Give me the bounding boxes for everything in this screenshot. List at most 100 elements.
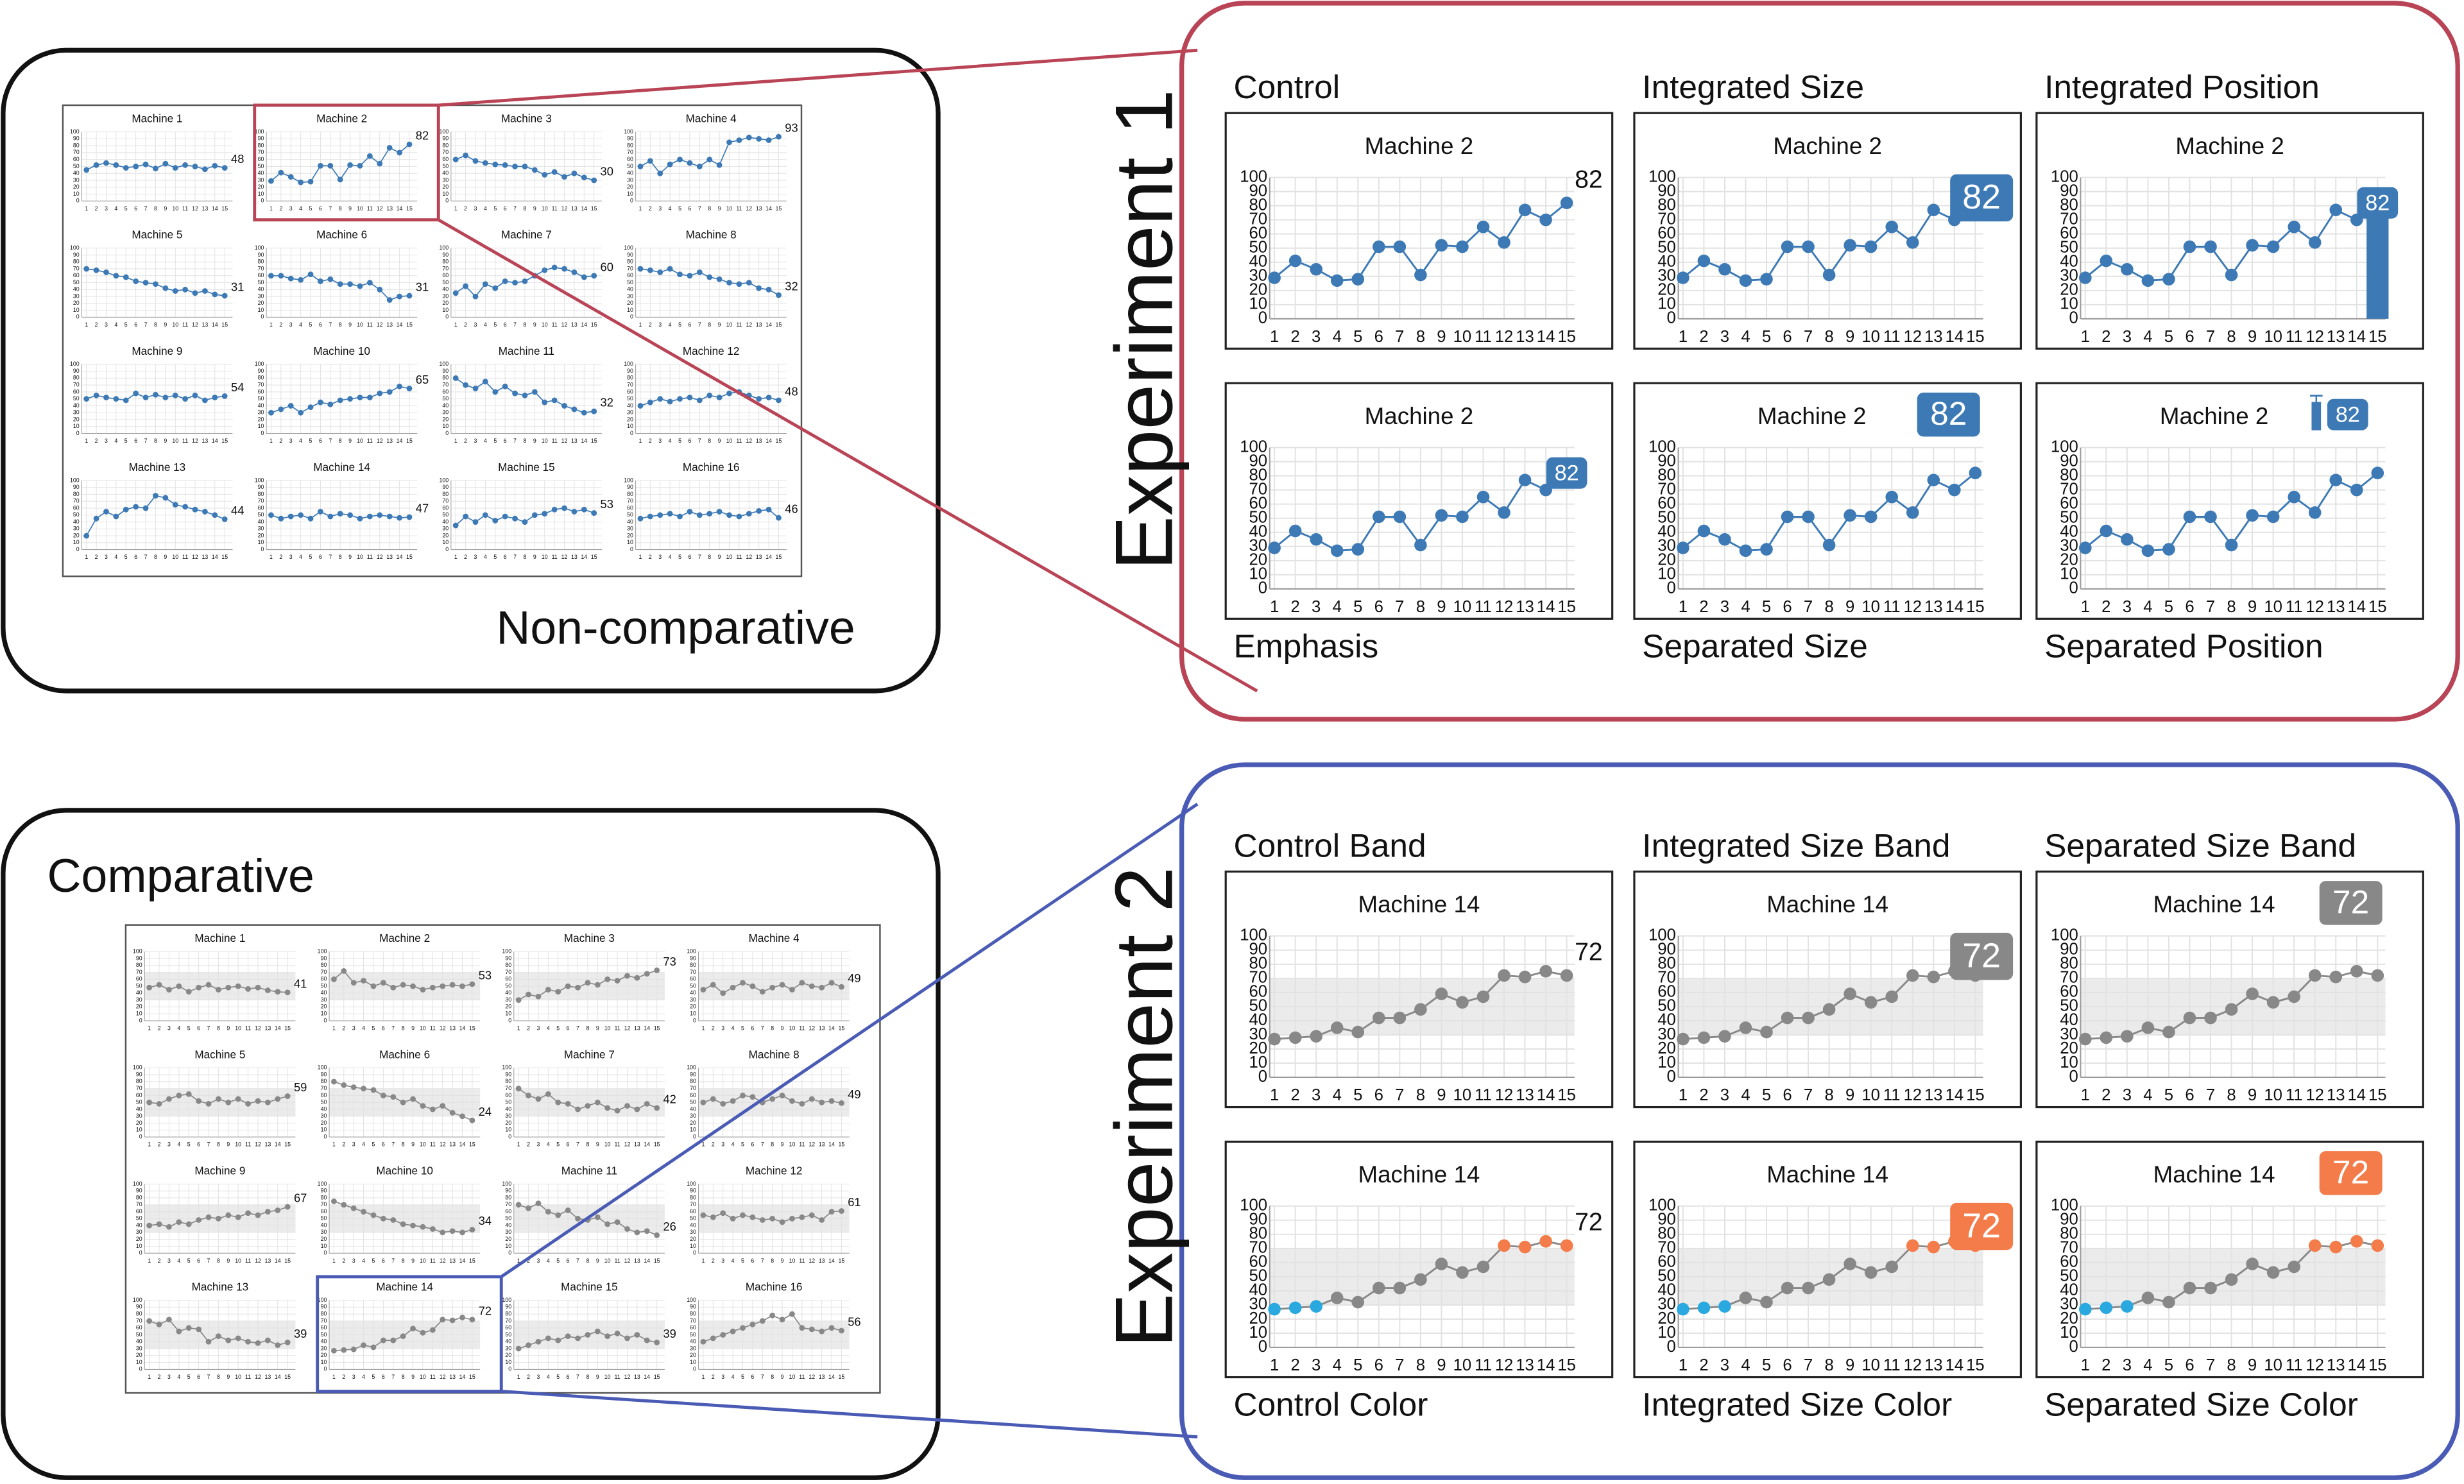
y-tick-label: 90 [1657,941,1676,959]
y-tick-label: 0 [323,1017,327,1023]
x-tick-label: 9 [348,205,352,212]
data-point [235,1214,241,1220]
y-tick-label: 100 [70,244,80,251]
y-tick-label: 90 [627,252,633,258]
x-tick-label: 12 [192,205,198,212]
data-point [637,266,644,272]
y-tick-label: 20 [73,300,80,306]
x-tick-label: 5 [741,1374,744,1380]
x-tick-label: 9 [1437,598,1446,616]
data-point [581,409,587,416]
x-tick-label: 4 [547,1025,550,1032]
x-tick-label: 5 [372,1374,375,1380]
x-tick-label: 4 [669,205,672,212]
x-tick-label: 15 [654,1374,660,1380]
data-point [1739,1021,1752,1034]
y-tick-label: 80 [73,142,80,148]
data-point [482,512,488,518]
x-tick-label: 3 [167,1258,171,1264]
y-tick-label: 70 [73,381,80,388]
data-point [93,515,99,522]
data-point [307,515,314,522]
x-tick-label: 15 [839,1025,845,1032]
data-point [706,157,713,163]
data-point [2266,996,2280,1009]
data-point [182,286,189,293]
y-tick-label: 80 [321,1194,327,1200]
x-tick-label: 1 [517,1141,520,1148]
y-tick-label: 30 [442,293,449,299]
data-point [1373,240,1385,253]
x-tick-label: 14 [644,1025,650,1032]
y-tick-label: 60 [2060,1253,2078,1271]
data-point [819,1217,825,1223]
x-tick-label: 15 [591,321,597,328]
y-tick-label: 50 [258,279,264,286]
x-tick-label: 1 [332,1374,336,1380]
chart-title: Machine 9 [194,1164,245,1177]
x-tick-label: 12 [561,321,568,328]
chart-title: Machine 14 [313,461,370,473]
data-point [657,512,663,518]
y-tick-label: 20 [505,1120,511,1126]
x-tick-label: 8 [2227,598,2236,616]
data-point [83,396,90,402]
data-point [113,273,119,279]
y-tick-label: 80 [627,259,633,265]
data-point [2350,965,2363,978]
data-point [268,512,274,518]
condition-label: Integrated Size Color [1642,1386,1952,1423]
y-tick-label: 10 [1657,565,1676,583]
x-tick-label: 4 [732,1141,735,1148]
data-point [341,1347,347,1353]
data-point [522,519,528,525]
value-label: 82 [2365,191,2390,216]
x-tick-label: 15 [406,205,413,212]
y-tick-label: 70 [1249,969,1268,987]
data-point [551,169,558,175]
data-point [361,1209,366,1215]
data-point [275,1342,281,1349]
data-point [162,160,169,167]
x-tick-label: 12 [1495,1086,1514,1104]
data-point [347,162,354,168]
y-tick-label: 20 [258,300,264,306]
data-point [370,1344,377,1351]
x-tick-label: 13 [571,438,578,444]
data-point [551,264,558,271]
y-tick-label: 80 [505,1194,511,1200]
y-tick-label: 50 [2060,239,2078,257]
y-tick-label: 40 [2060,523,2078,541]
x-tick-label: 4 [114,205,117,212]
y-tick-label: 90 [627,368,633,374]
data-point [575,1106,581,1113]
data-point [202,166,208,173]
data-point [730,984,736,991]
y-tick-label: 90 [2060,1211,2078,1229]
x-tick-label: 8 [524,554,527,560]
x-tick-label: 2 [279,554,282,560]
data-point [730,1215,736,1222]
y-tick-label: 70 [258,265,264,271]
x-tick-label: 3 [721,1258,724,1264]
x-tick-label: 9 [718,554,721,560]
data-point [386,389,393,395]
data-point [634,975,640,981]
y-tick-label: 60 [258,504,264,511]
x-tick-label: 2 [527,1258,530,1264]
y-tick-label: 70 [73,498,80,504]
value-box [1950,174,2014,222]
y-tick-label: 30 [321,996,327,1003]
x-tick-label: 14 [1537,598,1555,616]
data-point [828,1209,835,1215]
chart-title: Machine 2 [2160,403,2268,429]
data-point [2350,1235,2363,1248]
x-tick-label: 14 [212,438,218,444]
data-point [1288,254,1302,268]
x-tick-label: 8 [586,1141,589,1148]
x-tick-label: 6 [134,438,137,444]
y-tick-label: 20 [258,416,264,422]
data-point [113,162,119,168]
data-point [452,522,459,529]
value-label: 31 [416,280,429,294]
